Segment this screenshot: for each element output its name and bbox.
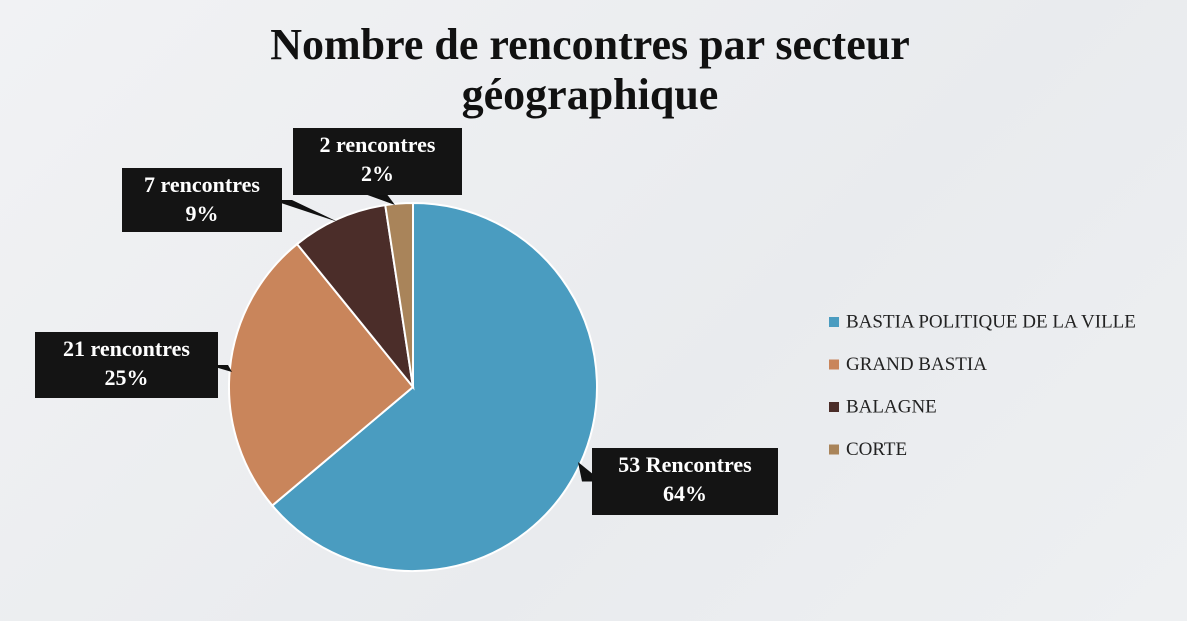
data-label-box bbox=[592, 448, 778, 515]
pie-slice bbox=[384, 201, 414, 388]
percent-label: 25% bbox=[105, 365, 149, 390]
data-label: 2 rencontres bbox=[320, 132, 436, 157]
data-label: 21 rencontres bbox=[63, 336, 190, 361]
label-pointer bbox=[367, 195, 395, 205]
data-label-box bbox=[35, 332, 218, 398]
legend-swatch bbox=[829, 444, 839, 455]
legend-label: BASTIA POLITIQUE DE LA VILLE bbox=[846, 311, 1136, 332]
legend-label: GRAND BASTIA bbox=[846, 354, 987, 375]
legend-label: CORTE bbox=[846, 439, 907, 460]
percent-label: 64% bbox=[663, 481, 707, 506]
pie-slice bbox=[295, 203, 415, 391]
legend-swatch bbox=[829, 317, 839, 327]
percent-label: 2% bbox=[361, 161, 394, 186]
data-label: 53 Rencontres bbox=[618, 452, 752, 477]
data-label-box bbox=[293, 128, 462, 195]
data-label-box bbox=[122, 168, 282, 232]
label-pointer bbox=[272, 200, 338, 222]
chart-title: Nombre de rencontres par secteur géograp… bbox=[270, 20, 910, 119]
percent-label: 9% bbox=[186, 201, 219, 226]
legend-label: BALAGNE bbox=[846, 396, 937, 417]
legend-swatch bbox=[829, 359, 839, 370]
data-label: 7 rencontres bbox=[144, 172, 260, 197]
legend-swatch bbox=[829, 402, 839, 412]
